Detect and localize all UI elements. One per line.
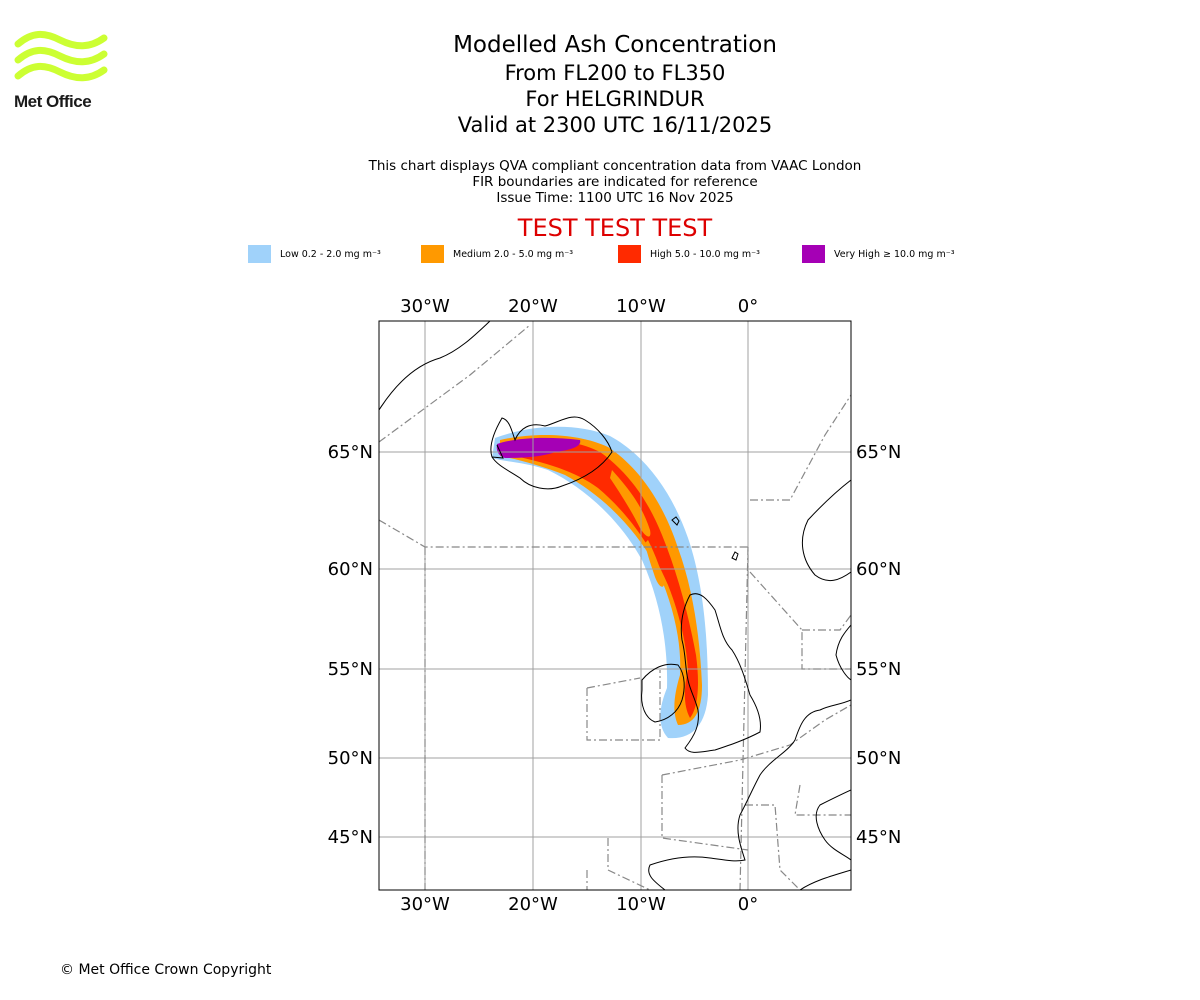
coastlines [379,321,851,890]
lon-label-bottom-10w: 10°W [616,894,666,915]
legend-swatch-medium [421,245,444,263]
legend-item-very-high: Very High ≥ 10.0 mg m⁻³ [802,244,955,264]
lon-label-bottom-0: 0° [738,894,758,915]
chart-title: Modelled Ash Concentration [453,32,777,58]
legend-swatch-low [248,245,271,263]
ash-plume-medium-inner [610,470,651,537]
lat-label-right-60n: 60°N [856,559,901,580]
lat-label-left-45n: 45°N [328,827,373,848]
legend-label-high: High 5.0 - 10.0 mg m⁻³ [650,248,760,260]
met-office-wave-icon [14,31,108,82]
lon-label-bottom-20w: 20°W [508,894,558,915]
fir-boundaries [379,324,851,890]
lat-label-left-50n: 50°N [328,748,373,769]
legend-swatch-high [618,245,641,263]
map-content [379,321,851,890]
legend-label-very-high: Very High ≥ 10.0 mg m⁻³ [834,248,955,260]
issue-time: Issue Time: 1100 UTC 16 Nov 2025 [496,190,734,206]
legend-label-low: Low 0.2 - 2.0 mg m⁻³ [280,248,381,260]
legend-item-low: Low 0.2 - 2.0 mg m⁻³ [248,244,381,264]
lon-label-top-30w: 30°W [400,296,450,317]
lat-label-left-60n: 60°N [328,559,373,580]
legend-swatch-very-high [802,245,825,263]
flight-level-range: From FL200 to FL350 [504,61,726,85]
lon-label-top-20w: 20°W [508,296,558,317]
subtitle-line-1: This chart displays QVA compliant concen… [368,158,862,174]
lat-label-left-55n: 55°N [328,659,373,680]
map-frame [378,320,852,891]
ash-plume-medium [500,434,702,725]
copyright-notice: © Met Office Crown Copyright [60,962,272,978]
lon-label-bottom-30w: 30°W [400,894,450,915]
lat-label-right-65n: 65°N [856,442,901,463]
legend-item-medium: Medium 2.0 - 5.0 mg m⁻³ [421,244,573,264]
ash-plume-very-high [496,437,581,458]
ash-plume-medium-strip [645,540,664,587]
lat-label-right-45n: 45°N [856,827,901,848]
graticule [379,321,851,890]
legend-item-high: High 5.0 - 10.0 mg m⁻³ [618,244,760,264]
valid-time: Valid at 2300 UTC 16/11/2025 [457,113,773,137]
subtitle-block: This chart displays QVA compliant concen… [330,158,900,206]
lat-label-left-65n: 65°N [328,442,373,463]
lon-label-top-0: 0° [738,296,758,317]
logo-text: Met Office [14,92,92,111]
legend: Low 0.2 - 2.0 mg m⁻³ Medium 2.0 - 5.0 mg… [0,244,1200,264]
ash-plume-high [505,439,698,718]
lon-label-top-10w: 10°W [616,296,666,317]
subtitle-line-2: FIR boundaries are indicated for referen… [472,174,758,190]
chart-title-block: Modelled Ash Concentration From FL200 to… [330,30,900,138]
lat-label-right-55n: 55°N [856,659,901,680]
test-banner: TEST TEST TEST [517,214,713,242]
legend-label-medium: Medium 2.0 - 5.0 mg m⁻³ [453,248,574,260]
lat-label-right-50n: 50°N [856,748,901,769]
volcano-name: For HELGRINDUR [525,87,705,111]
met-office-logo: Met Office [14,30,108,112]
